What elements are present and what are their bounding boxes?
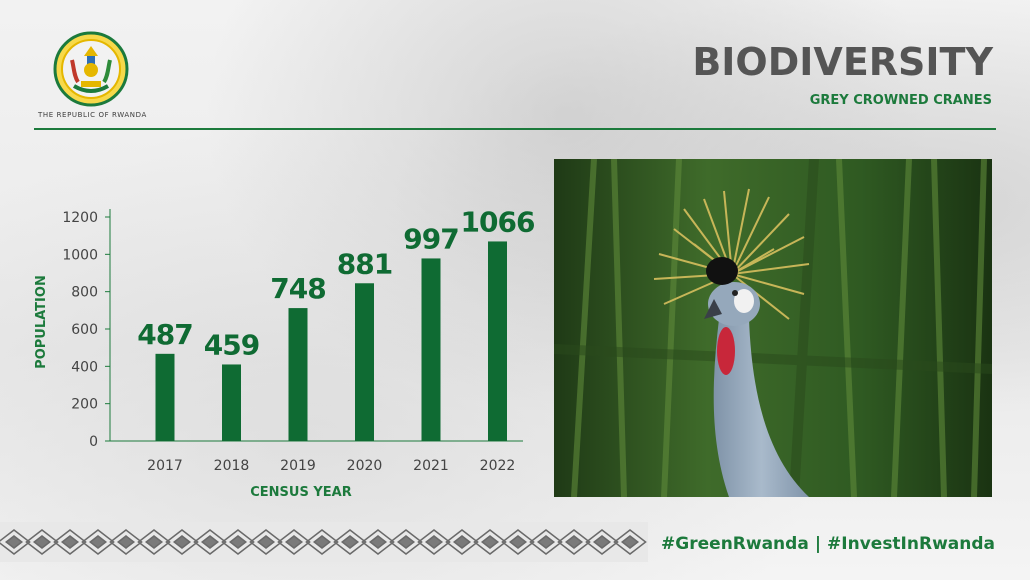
diamond-motif <box>368 535 388 549</box>
diamond-motif <box>0 529 31 555</box>
population-bar-chart: 0 200 400 600 800 1000 1200 487 2017 459 2018 748 20… <box>34 205 535 500</box>
diamond-motif <box>249 529 283 555</box>
diamond-motif <box>284 535 304 549</box>
data-label: 881 <box>337 247 392 280</box>
diamond-motif <box>564 535 584 549</box>
diamond-motif <box>312 535 332 549</box>
bar <box>288 308 308 441</box>
diamond-motif <box>501 529 535 555</box>
x-tick-label: 2021 <box>413 458 449 474</box>
diamond-motif <box>473 529 507 555</box>
diamond-motif <box>389 529 423 555</box>
diamond-motif <box>361 529 395 555</box>
diamond-motif <box>109 529 143 555</box>
diamond-motif <box>193 529 227 555</box>
diamond-motif <box>277 529 311 555</box>
diamond-motif <box>417 529 451 555</box>
diamond-motif <box>480 535 500 549</box>
x-tick-label: 2020 <box>347 458 383 474</box>
diamond-motif <box>557 529 591 555</box>
data-label: 459 <box>204 328 259 361</box>
diamond-motif <box>396 535 416 549</box>
diamond-motif <box>228 535 248 549</box>
imigongo-pattern-band <box>0 522 648 562</box>
diamond-motif <box>200 535 220 549</box>
hashtag-footer: #GreenRwanda | #InvestInRwanda <box>661 534 995 554</box>
x-tick-label: 2018 <box>214 458 250 474</box>
bar <box>355 283 374 441</box>
bar <box>488 241 507 441</box>
emblem-caption: THE REPUBLIC OF RWANDA <box>38 111 147 119</box>
diamond-motif <box>445 529 479 555</box>
diamond-motif <box>116 535 136 549</box>
data-label: 487 <box>137 318 192 351</box>
y-tick-label: 800 <box>71 285 98 301</box>
diamond-motif <box>53 529 87 555</box>
diamond-motif <box>256 535 276 549</box>
diamond-motif <box>144 535 164 549</box>
y-tick-label: 0 <box>89 434 98 450</box>
x-tick-label: 2017 <box>147 458 183 474</box>
diamond-motif <box>172 535 192 549</box>
y-tick-label: 400 <box>71 359 98 375</box>
diamond-motif <box>88 535 108 549</box>
diamond-motif <box>81 529 115 555</box>
data-label: 1066 <box>461 205 535 238</box>
diamond-motif <box>592 535 612 549</box>
diamond-motif <box>32 535 52 549</box>
bar <box>222 364 241 441</box>
crane-photo <box>554 159 992 497</box>
bar <box>155 353 175 441</box>
diamond-motif <box>620 535 640 549</box>
diamond-motif <box>585 529 619 555</box>
diamond-motif <box>60 535 80 549</box>
x-tick-label: 2019 <box>280 458 316 474</box>
bar <box>421 258 441 441</box>
diamond-motif <box>529 529 563 555</box>
page-title: BIODIVERSITY <box>692 40 993 84</box>
diamond-motif <box>452 535 472 549</box>
y-tick-label: 600 <box>71 322 98 338</box>
x-axis-title: CENSUS YEAR <box>250 485 351 500</box>
data-label: 997 <box>403 222 458 255</box>
diamond-motif <box>508 535 528 549</box>
tag-green-rwanda[interactable]: #GreenRwanda <box>661 534 809 554</box>
diamond-motif <box>340 535 360 549</box>
diamond-motif <box>536 535 556 549</box>
diamond-motif <box>305 529 339 555</box>
y-axis-title: POPULATION <box>34 275 49 369</box>
header-divider <box>34 128 996 130</box>
diamond-motif <box>137 529 171 555</box>
tag-separator: | <box>814 534 822 554</box>
y-tick-label: 1200 <box>62 210 98 226</box>
tag-invest-in-rwanda[interactable]: #InvestInRwanda <box>827 534 995 554</box>
x-tick-label: 2022 <box>480 458 516 474</box>
diamond-motif <box>165 529 199 555</box>
diamond-motif <box>424 535 444 549</box>
diamond-motif <box>221 529 255 555</box>
diamond-motif <box>613 529 647 555</box>
data-label: 748 <box>270 272 325 305</box>
diamond-motif <box>25 529 59 555</box>
diamond-motif <box>333 529 367 555</box>
diamond-motif <box>4 535 24 549</box>
coat-of-arms-emblem <box>53 31 129 107</box>
y-tick-label: 1000 <box>62 247 98 263</box>
y-tick-label: 200 <box>71 397 98 413</box>
page-subtitle: GREY CROWNED CRANES <box>809 93 992 108</box>
